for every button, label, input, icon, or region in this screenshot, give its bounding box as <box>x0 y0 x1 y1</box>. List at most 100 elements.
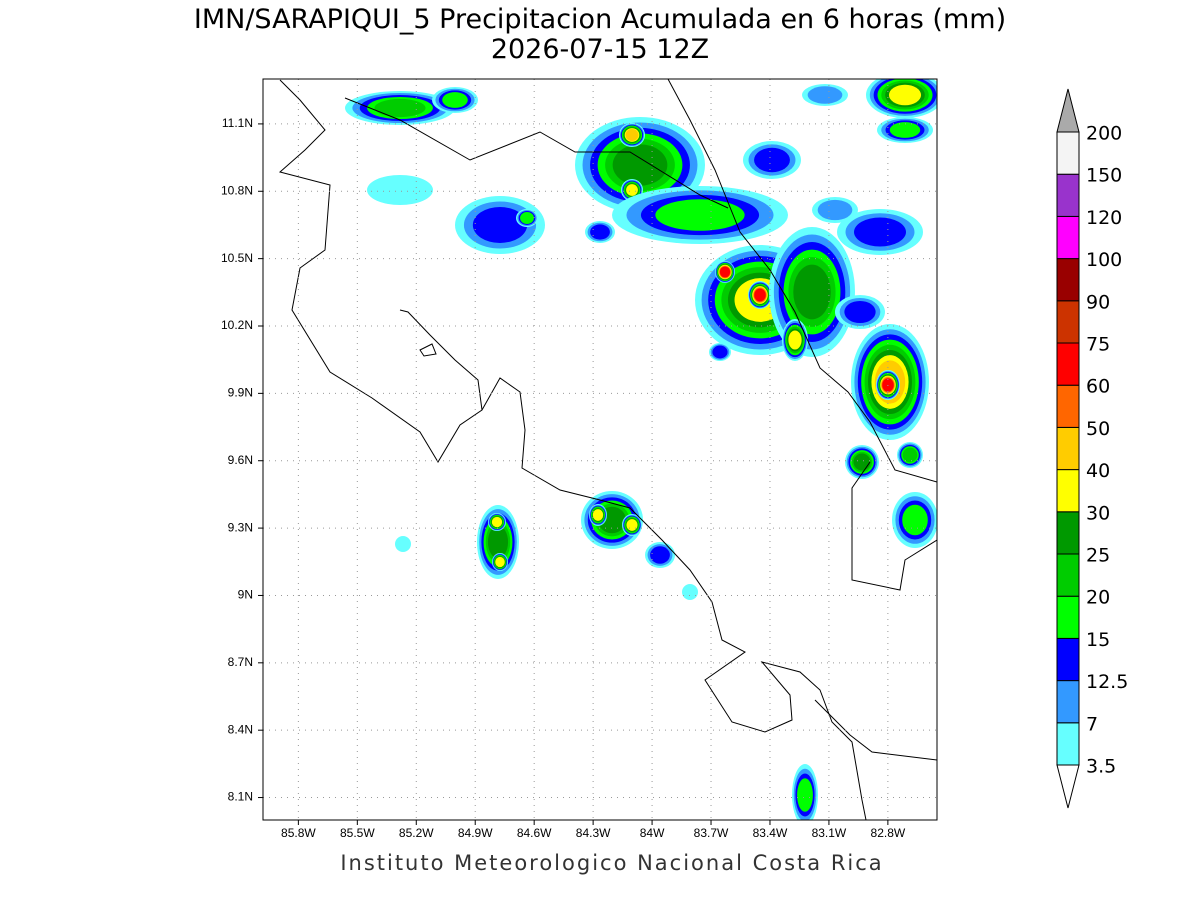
precip-contour <box>590 224 610 240</box>
border <box>851 461 937 591</box>
precip-contour <box>626 519 638 531</box>
precip-contour <box>902 504 928 536</box>
y-tick-label: 8.1N <box>228 790 253 804</box>
precip-contour <box>889 122 921 138</box>
border <box>344 97 729 209</box>
x-tick-label: 84.9W <box>458 826 493 840</box>
precip-contour <box>888 84 922 106</box>
colorbar-box <box>1056 215 1080 260</box>
precip-contour <box>655 199 745 231</box>
precip-contour <box>487 525 509 559</box>
precip-contour <box>442 92 468 108</box>
precip-contour <box>807 86 843 104</box>
footer: Instituto Meteorologico Nacional Costa R… <box>340 851 883 875</box>
colorbar-label: 3.5 <box>1086 756 1116 778</box>
precip-contour <box>719 266 731 278</box>
y-tick-label: 9.6N <box>228 453 253 467</box>
colorbar-box <box>1056 131 1080 175</box>
coastline <box>278 79 483 463</box>
colorbar-under <box>1056 764 1080 809</box>
y-tick-label: 10.5N <box>221 251 253 265</box>
island <box>419 343 437 357</box>
precip-contour <box>472 207 528 243</box>
precip-contour <box>682 584 698 600</box>
colorbar-box <box>1056 722 1080 766</box>
y-tick-label: 8.7N <box>228 655 253 669</box>
precip-contour <box>491 516 503 528</box>
y-tick-label: 9.3N <box>228 520 253 534</box>
colorbar-over <box>1056 88 1080 133</box>
y-tick-label: 9.9N <box>228 386 253 400</box>
x-tick-label: 84.3W <box>576 826 611 840</box>
precip-contour <box>788 330 802 350</box>
colorbar-label: 7 <box>1086 713 1098 735</box>
colorbar: 3.5 7 12.5 15 20 25 30 40 50 60 75 90 100 120 150 200 <box>1056 88 1128 809</box>
x-tick-label: 83.1W <box>812 826 847 840</box>
y-tick-label: 10.2N <box>221 318 253 332</box>
colorbar-box <box>1056 426 1080 471</box>
precip-contour <box>712 345 728 359</box>
precip-contour <box>797 778 813 812</box>
title: IMN/SARAPIQUI_5 Precipitacion Acumulada … <box>194 4 1006 35</box>
x-tick-label: 85.8W <box>281 826 316 840</box>
colorbar-label: 100 <box>1086 249 1122 271</box>
colorbar-box <box>1056 342 1080 386</box>
x-tick-label: 85.2W <box>399 826 434 840</box>
x-tick-label: 83.4W <box>753 826 788 840</box>
colorbar-label: 25 <box>1086 545 1110 567</box>
colorbar-label: 90 <box>1086 291 1110 313</box>
x-tick-label: 84W <box>640 826 665 840</box>
colorbar-label: 120 <box>1086 207 1122 229</box>
precip-contour <box>495 556 505 568</box>
colorbar-box <box>1056 469 1080 513</box>
precip-contour <box>395 536 411 552</box>
precip-contour <box>592 509 604 521</box>
coastlines <box>278 79 937 820</box>
precip-contour <box>754 288 766 302</box>
x-tick-label: 82.8W <box>871 826 906 840</box>
colorbar-box <box>1056 511 1080 555</box>
x-tick-label: 85.5W <box>340 826 375 840</box>
subtitle: 2026-07-15 12Z <box>491 34 709 65</box>
map-frame <box>262 78 938 821</box>
colorbar-label: 200 <box>1086 123 1122 145</box>
y-tick-label: 8.4N <box>228 722 253 736</box>
colorbar-label: 30 <box>1086 502 1110 524</box>
coastline <box>814 699 937 761</box>
grid: 85.8W 85.5W 85.2W 84.9W 84.6W 84.3W 84W 83.7W 83… <box>221 79 937 840</box>
colorbar-box <box>1056 680 1080 724</box>
precip-contour <box>367 175 433 205</box>
y-tick-label: 11.1N <box>222 116 253 130</box>
precip-contour <box>817 199 853 221</box>
precip-contour <box>853 453 871 471</box>
colorbar-box <box>1056 637 1080 682</box>
precip-contour <box>650 546 670 564</box>
precip-contour <box>520 212 534 224</box>
precip-contour <box>793 264 831 320</box>
precip-contour <box>612 144 668 186</box>
y-tick-label: 9N <box>238 588 253 602</box>
x-tick-label: 84.6W <box>517 826 552 840</box>
colorbar-box <box>1056 384 1080 428</box>
colorbar-label: 75 <box>1086 334 1110 356</box>
colorbar-box <box>1056 173 1080 217</box>
precip-contour <box>844 300 876 324</box>
coastline <box>667 79 937 483</box>
precip-contour <box>374 98 426 118</box>
coastline <box>481 377 867 820</box>
precip-contour <box>625 128 639 142</box>
precip-contour <box>754 147 790 173</box>
colorbar-label: 150 <box>1086 165 1122 187</box>
precip-field <box>345 79 937 820</box>
colorbar-label: 50 <box>1086 418 1110 440</box>
precip-contour <box>902 447 918 463</box>
colorbar-label: 12.5 <box>1086 671 1128 693</box>
precip-contour <box>626 184 638 196</box>
colorbar-box <box>1056 553 1080 597</box>
colorbar-label: 60 <box>1086 376 1110 398</box>
colorbar-label: 15 <box>1086 629 1110 651</box>
colorbar-box <box>1056 595 1080 639</box>
precip-contour <box>854 217 906 247</box>
